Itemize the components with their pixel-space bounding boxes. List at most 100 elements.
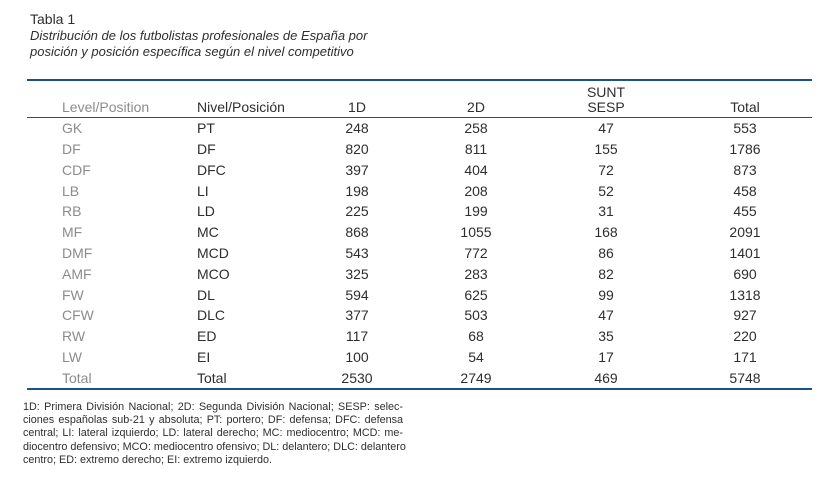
cell-2d: 1055 [460, 224, 492, 241]
cell-2d: 199 [464, 203, 488, 220]
cell-level: AMF [62, 265, 92, 282]
cell-nivel: PT [197, 120, 215, 137]
cell-1d: 868 [345, 224, 369, 241]
cell-total: 455 [733, 203, 757, 220]
header-sunt-line: SUNT [586, 84, 626, 100]
cell-1d: 377 [345, 307, 369, 324]
cell-total: 927 [733, 307, 757, 324]
footnote-line: ciones españolas sub-21 y absoluta; PT: … [23, 414, 403, 427]
table-row: RB LD 225 199 31 455 [27, 201, 812, 222]
cell-1d: 117 [345, 328, 369, 345]
cell-total: 1318 [729, 286, 761, 303]
cell-nivel: DL [197, 286, 215, 303]
cell-level: RB [62, 203, 82, 220]
header-1d: 1D [348, 99, 366, 115]
cell-total: 553 [733, 120, 757, 137]
table-subtitle-line2: posición y posición específica según el … [30, 44, 354, 59]
cell-1d: 100 [345, 348, 369, 365]
table-header-row: Level/Position Nivel/Posición 1D 2D SUNT… [27, 79, 812, 118]
cell-1d: 248 [345, 120, 369, 137]
cell-2d: 772 [464, 244, 488, 261]
data-table: Level/Position Nivel/Posición 1D 2D SUNT… [27, 79, 812, 390]
header-nivel-posicion: Nivel/Posición [197, 99, 285, 115]
table-row: LW EI 100 54 17 171 [27, 346, 812, 367]
table-row: FW DL 594 625 99 1318 [27, 284, 812, 305]
table-body: GK PT 248 258 47 553 DF DF 820 811 155 1… [27, 118, 812, 390]
cell-total: 458 [733, 182, 757, 199]
cell-2d: 258 [464, 120, 488, 137]
cell-total: 690 [733, 265, 757, 282]
table-row: CFW DLC 377 503 47 927 [27, 305, 812, 326]
table-row: LB LI 198 208 52 458 [27, 180, 812, 201]
cell-1d: 198 [345, 182, 369, 199]
cell-total: 171 [733, 348, 757, 365]
cell-sesp: 82 [598, 265, 614, 282]
cell-nivel: MCO [197, 265, 230, 282]
header-sesp-line: SESP [587, 99, 625, 115]
table-row: GK PT 248 258 47 553 [27, 118, 812, 139]
cell-sesp: 86 [598, 244, 614, 261]
cell-sesp: 155 [594, 141, 618, 158]
cell-nivel: LD [197, 203, 215, 220]
cell-level: FW [62, 286, 84, 303]
cell-2d: 503 [464, 307, 488, 324]
cell-level: DF [62, 141, 81, 158]
cell-level: CFW [62, 307, 94, 324]
cell-nivel: ED [197, 328, 217, 345]
cell-level: Total [62, 369, 92, 386]
cell-2d: 208 [464, 182, 488, 199]
cell-sesp: 99 [598, 286, 614, 303]
cell-1d: 2530 [341, 369, 373, 386]
cell-total: 1786 [729, 141, 761, 158]
cell-nivel: DF [197, 141, 216, 158]
table-row: MF MC 868 1055 168 2091 [27, 222, 812, 243]
cell-nivel: LI [197, 182, 209, 199]
footnote-line: diocentro defensivo; MCO: mediocentro of… [23, 440, 406, 453]
cell-sesp: 31 [598, 203, 614, 220]
cell-nivel: DLC [197, 307, 226, 324]
cell-sesp: 35 [598, 328, 614, 345]
cell-2d: 811 [464, 141, 488, 158]
cell-level: LW [62, 348, 82, 365]
table-row: RW ED 117 68 35 220 [27, 326, 812, 347]
cell-level: CDF [62, 161, 91, 178]
cell-1d: 325 [345, 265, 369, 282]
cell-1d: 543 [345, 244, 369, 261]
table-total-row: Total Total 2530 2749 469 5748 [27, 367, 812, 388]
table-row: DF DF 820 811 155 1786 [27, 139, 812, 160]
table-number: Tabla 1 [30, 11, 76, 27]
footnote-line: central; LI: lateral izquierdo; LD: late… [23, 427, 403, 440]
cell-sesp: 469 [594, 369, 618, 386]
cell-nivel: Total [197, 369, 227, 386]
table-row: AMF MCO 325 283 82 690 [27, 263, 812, 284]
cell-1d: 397 [345, 161, 369, 178]
cell-2d: 2749 [460, 369, 492, 386]
cell-nivel: EI [197, 348, 211, 365]
cell-level: GK [62, 120, 83, 137]
cell-1d: 225 [345, 203, 369, 220]
header-sunt-sesp: SUNT SESP [550, 85, 662, 115]
footnote-line: centro; ED: extremo derecho; EI: extremo… [23, 453, 273, 466]
cell-sesp: 52 [598, 182, 614, 199]
cell-level: RW [62, 328, 86, 345]
table-row: CDF DFC 397 404 72 873 [27, 160, 812, 181]
table-caption: Tabla 1 Distribución de los futbolistas … [30, 11, 367, 60]
cell-total: 5748 [729, 369, 761, 386]
cell-sesp: 47 [598, 307, 614, 324]
cell-2d: 54 [468, 348, 484, 365]
cell-nivel: MC [197, 224, 219, 241]
cell-total: 220 [733, 328, 757, 345]
table-row: DMF MCD 543 772 86 1401 [27, 243, 812, 264]
cell-1d: 820 [345, 141, 369, 158]
table-footnote: 1D: Primera División Nacional; 2D: Segun… [23, 401, 406, 467]
header-total: Total [730, 99, 760, 115]
cell-sesp: 17 [598, 348, 614, 365]
header-level-position: Level/Position [62, 99, 150, 115]
cell-2d: 283 [464, 265, 488, 282]
cell-total: 2091 [729, 224, 761, 241]
cell-2d: 625 [464, 286, 488, 303]
cell-total: 1401 [729, 244, 761, 261]
cell-level: LB [62, 182, 80, 199]
table-subtitle-line1: Distribución de los futbolistas profesio… [30, 28, 368, 43]
